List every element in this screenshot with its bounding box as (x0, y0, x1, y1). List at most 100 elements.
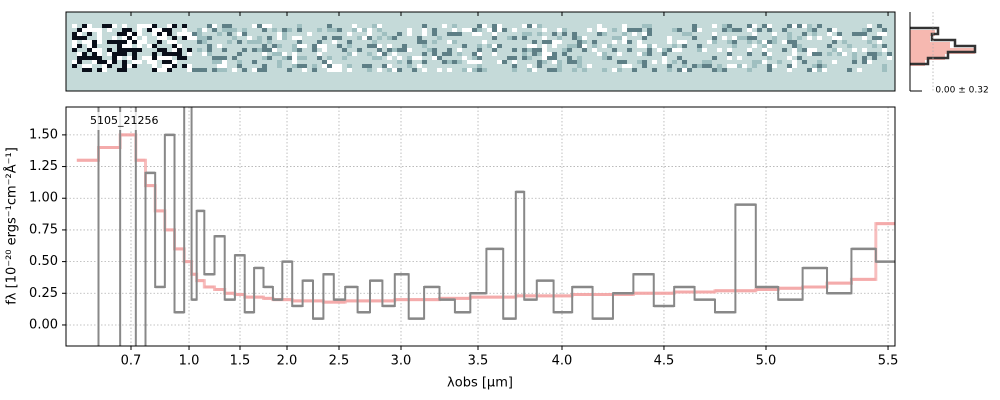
pixel (642, 32, 647, 36)
pixel (562, 48, 567, 52)
pixel (77, 60, 82, 64)
pixel (747, 36, 752, 40)
pixel (812, 52, 817, 56)
pixel (437, 36, 442, 40)
pixel (177, 56, 182, 60)
pixel (757, 28, 762, 32)
pixel (867, 40, 872, 44)
pixel (792, 44, 797, 48)
pixel (817, 68, 822, 72)
pixel (787, 56, 792, 60)
pixel (147, 24, 152, 28)
pixel (782, 48, 787, 52)
pixel (802, 24, 807, 28)
pixel (542, 60, 547, 64)
pixel (207, 48, 212, 52)
pixel (757, 40, 762, 44)
pixel (352, 28, 357, 32)
pixel (252, 60, 257, 64)
pixel (732, 64, 737, 68)
pixel (507, 56, 512, 60)
pixel (192, 36, 197, 40)
pixel (612, 68, 617, 72)
pixel (467, 68, 472, 72)
pixel (312, 44, 317, 48)
pixel (187, 48, 192, 52)
pixel (682, 64, 687, 68)
pixel (352, 52, 357, 56)
pixel (87, 48, 92, 52)
pixel (432, 56, 437, 60)
pixel (552, 40, 557, 44)
pixel (377, 36, 382, 40)
pixel (262, 48, 267, 52)
pixel (347, 68, 352, 72)
pixel (162, 48, 167, 52)
pixel (197, 28, 202, 32)
pixel (572, 32, 577, 36)
pixel (297, 44, 302, 48)
pixel (842, 52, 847, 56)
pixel (272, 28, 277, 32)
pixel (712, 32, 717, 36)
pixel (217, 56, 222, 60)
pixel (687, 68, 692, 72)
pixel (162, 68, 167, 72)
pixel (637, 60, 642, 64)
pixel (272, 48, 277, 52)
pixel (327, 60, 332, 64)
pixel (742, 64, 747, 68)
pixel (567, 48, 572, 52)
pixel (827, 52, 832, 56)
pixel (457, 48, 462, 52)
pixel (372, 40, 377, 44)
pixel (732, 40, 737, 44)
pixel (317, 44, 322, 48)
pixel (257, 40, 262, 44)
pixel (502, 60, 507, 64)
pixel (422, 52, 427, 56)
pixel (762, 52, 767, 56)
pixel (97, 68, 102, 72)
pixel (582, 44, 587, 48)
y-tick-label: 0.75 (29, 222, 58, 237)
pixel (177, 52, 182, 56)
pixel (117, 48, 122, 52)
pixel (202, 40, 207, 44)
pixel (82, 64, 87, 68)
pixel (877, 36, 882, 40)
pixel (72, 44, 77, 48)
pixel (587, 28, 592, 32)
pixel (172, 64, 177, 68)
pixel (772, 36, 777, 40)
pixel (342, 48, 347, 52)
pixel (297, 48, 302, 52)
pixel (297, 28, 302, 32)
pixel (547, 56, 552, 60)
pixel (882, 32, 887, 36)
pixel (302, 44, 307, 48)
y-tick-label: 0.00 (29, 317, 58, 332)
pixel (262, 44, 267, 48)
pixel (447, 32, 452, 36)
pixel (542, 52, 547, 56)
pixel (672, 60, 677, 64)
pixel (552, 68, 557, 72)
pixel (147, 60, 152, 64)
series-0 (97, 107, 895, 346)
pixel (237, 40, 242, 44)
pixel (157, 68, 162, 72)
pixel (82, 56, 87, 60)
pixel (392, 68, 397, 72)
pixel (587, 64, 592, 68)
pixel (167, 28, 172, 32)
pixel (217, 44, 222, 48)
pixel (232, 28, 237, 32)
pixel (147, 28, 152, 32)
pixel (112, 52, 117, 56)
pixel (112, 36, 117, 40)
pixel (157, 48, 162, 52)
pixel (622, 40, 627, 44)
pixel (257, 24, 262, 28)
pixel (717, 64, 722, 68)
